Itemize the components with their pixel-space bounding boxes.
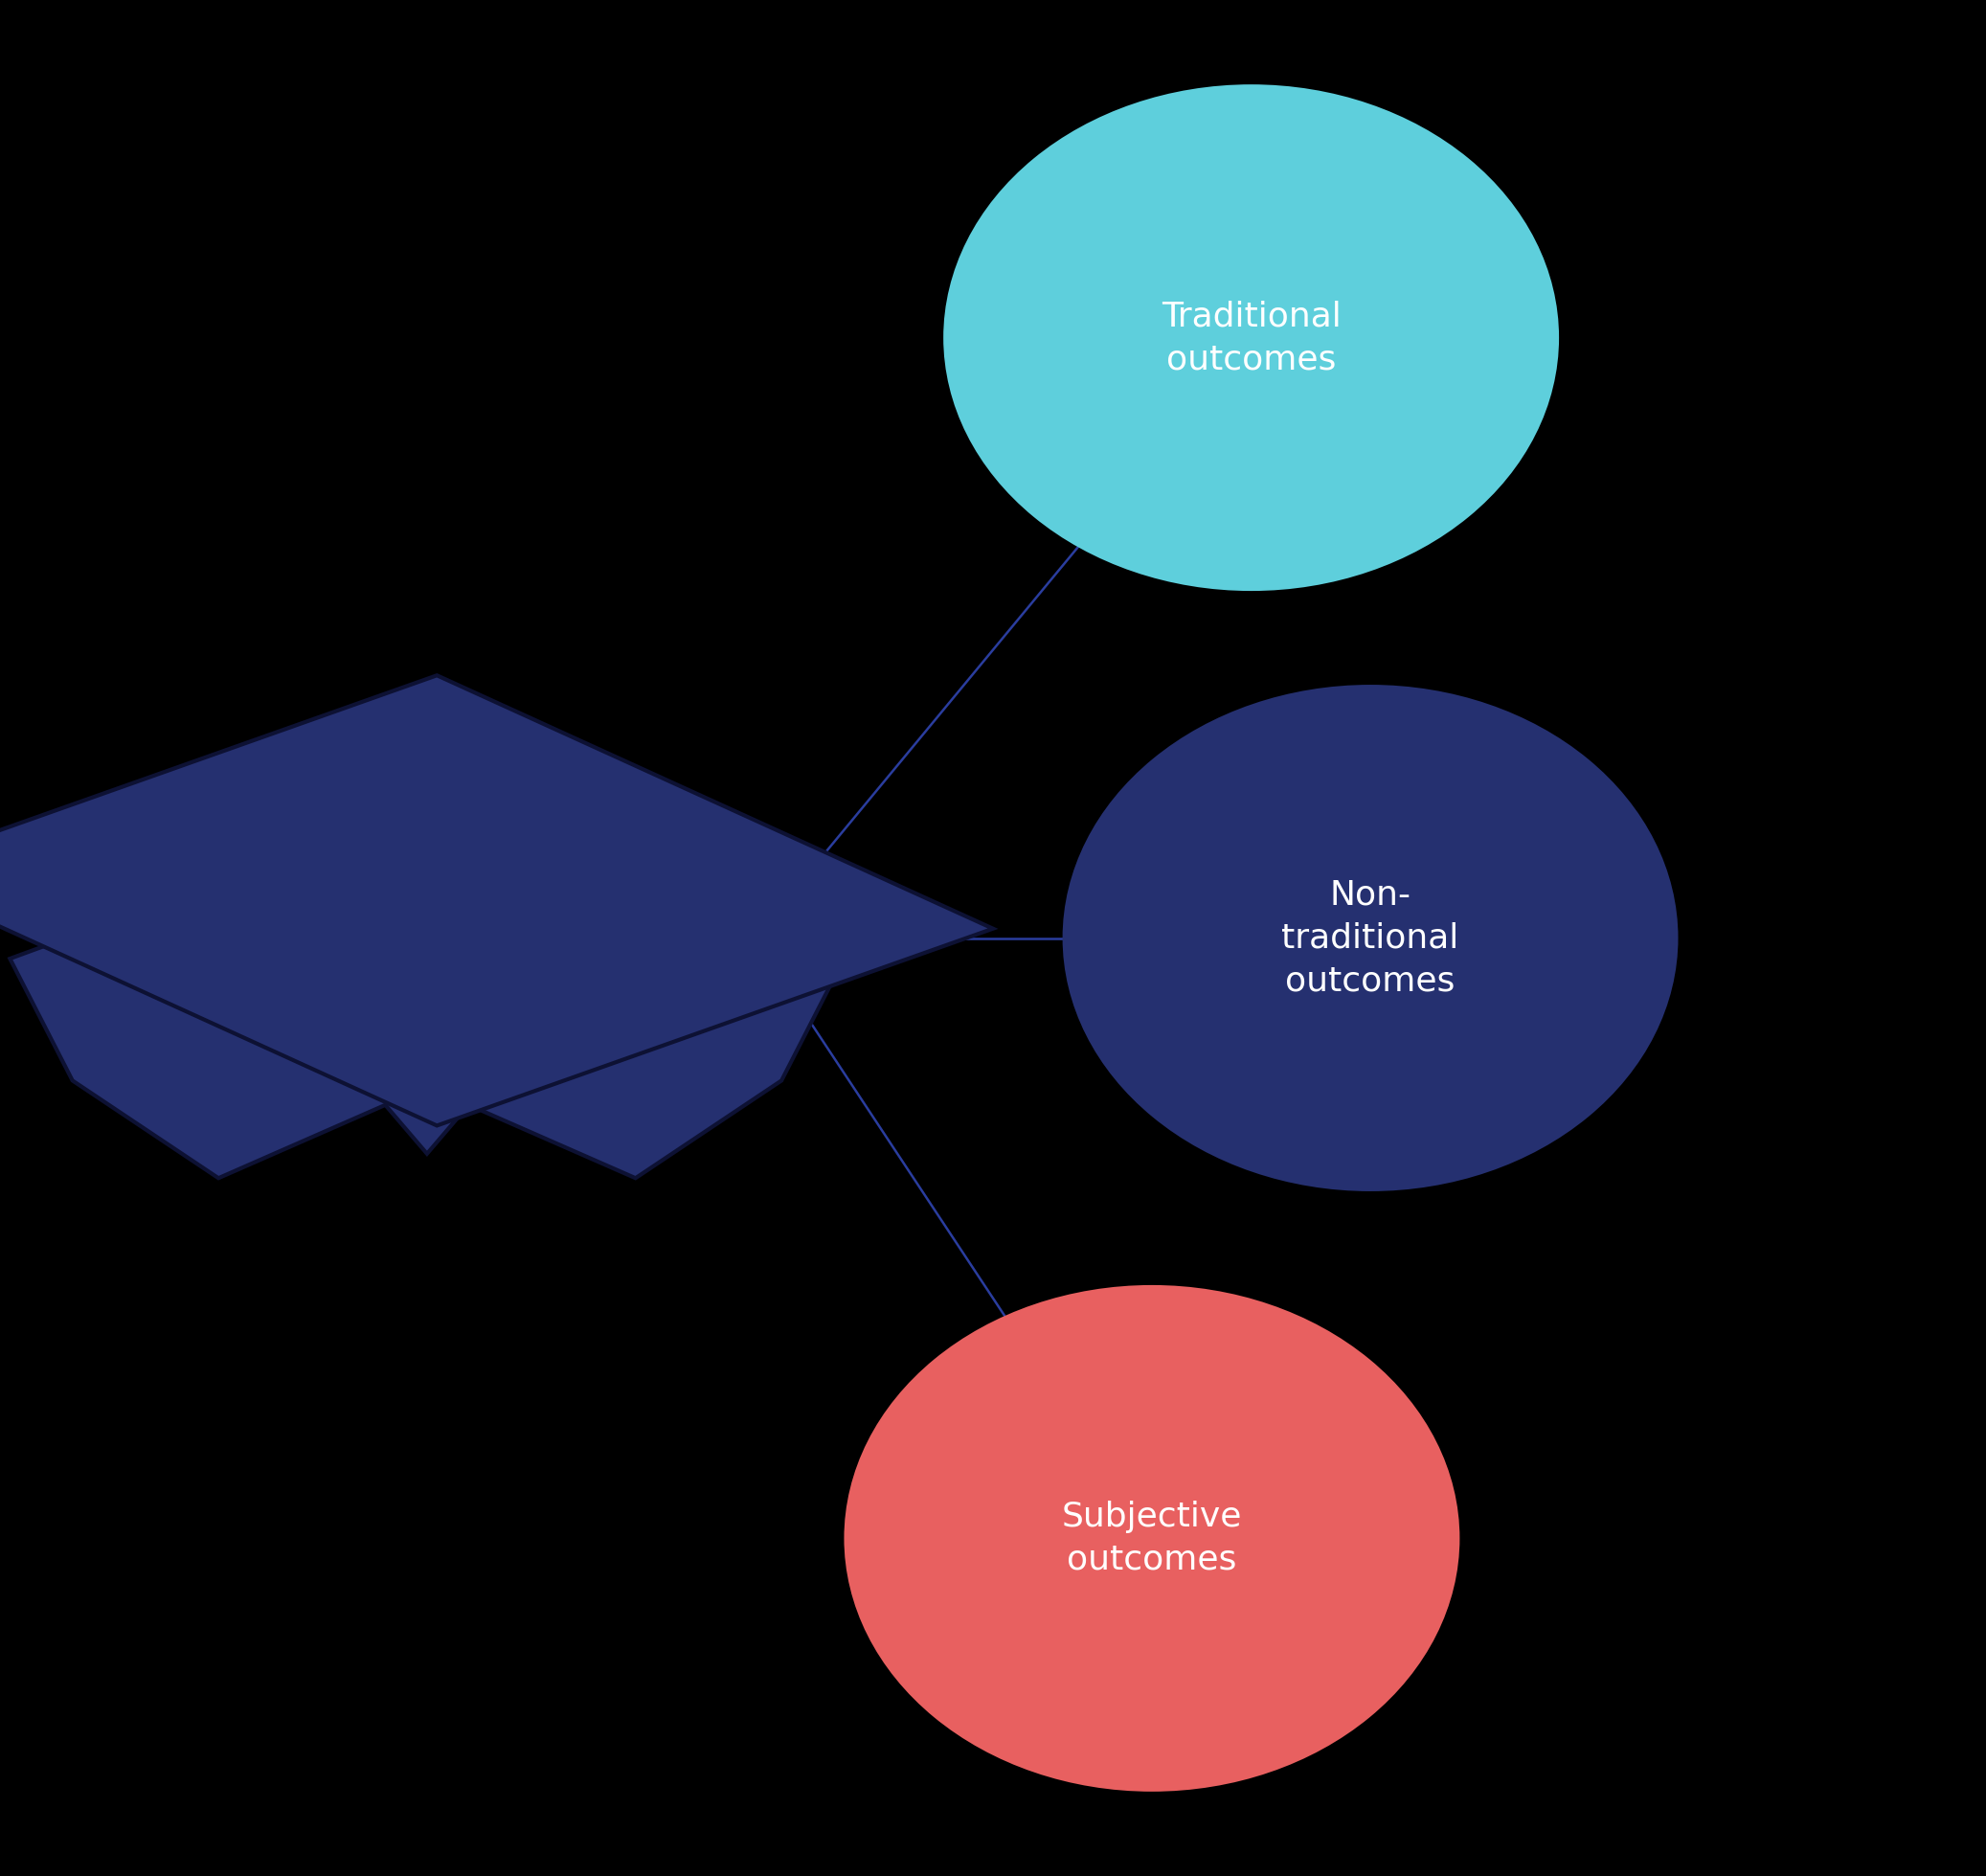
Ellipse shape bbox=[1063, 685, 1678, 1191]
Ellipse shape bbox=[943, 84, 1559, 591]
Text: Subjective
outcomes: Subjective outcomes bbox=[1063, 1501, 1241, 1576]
Text: Non-
traditional
outcomes: Non- traditional outcomes bbox=[1281, 878, 1460, 998]
Polygon shape bbox=[0, 675, 993, 1126]
Ellipse shape bbox=[844, 1285, 1460, 1792]
Polygon shape bbox=[10, 885, 844, 1178]
Text: Traditional
outcomes: Traditional outcomes bbox=[1162, 300, 1341, 375]
